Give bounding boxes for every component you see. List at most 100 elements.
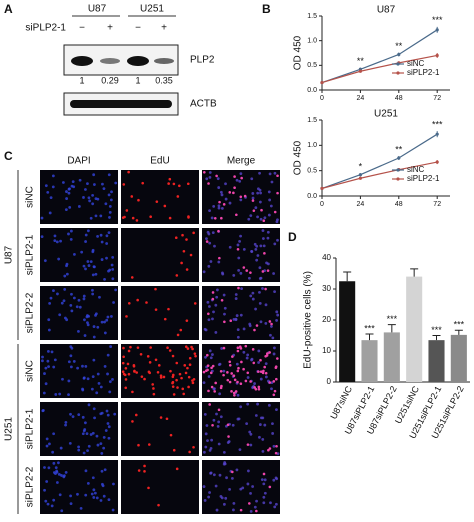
edu-cell <box>223 320 226 324</box>
edu-cell <box>249 380 252 383</box>
nucleus <box>111 267 115 271</box>
edu-cell <box>178 184 181 188</box>
nucleus <box>206 300 210 304</box>
edu-cell <box>276 174 279 178</box>
nucleus <box>84 267 87 271</box>
edu-cell <box>154 308 158 311</box>
nucleus <box>264 303 268 307</box>
y-tick-label: 0.0 <box>307 193 317 200</box>
nucleus <box>239 405 243 409</box>
error-bar <box>410 268 419 277</box>
nucleus <box>97 382 101 385</box>
edu-cell <box>267 448 270 452</box>
nucleus <box>65 318 69 322</box>
nucleus <box>67 360 71 364</box>
nucleus <box>235 178 239 182</box>
nucleus <box>84 233 88 237</box>
micrograph <box>40 170 118 224</box>
edu-cell <box>145 301 148 304</box>
legend-label: siPLP2-1 <box>407 174 440 183</box>
nucleus <box>276 238 279 242</box>
legend-label: siPLP2-1 <box>407 68 440 77</box>
nucleus <box>253 382 256 385</box>
x-tick-label: 0 <box>320 201 324 208</box>
nucleus <box>68 205 72 209</box>
nucleus <box>259 416 263 420</box>
edu-cell <box>206 364 210 367</box>
nucleus <box>87 403 91 407</box>
nucleus <box>110 315 113 318</box>
y-tick-label: 1.0 <box>307 142 317 149</box>
nucleus <box>212 418 216 422</box>
nucleus <box>204 355 207 359</box>
nucleus <box>69 303 73 307</box>
nucleus <box>107 173 111 177</box>
significance: *** <box>364 323 375 333</box>
nucleus <box>268 198 272 202</box>
edu-cell <box>207 182 210 185</box>
point <box>397 156 401 160</box>
nucleus <box>236 335 240 339</box>
nucleus <box>50 350 54 354</box>
nucleus <box>46 350 50 353</box>
nucleus <box>217 204 221 208</box>
error-bar <box>365 333 374 341</box>
nucleus <box>63 274 67 278</box>
nucleus <box>114 181 118 185</box>
nucleus <box>224 197 228 201</box>
edu-cell <box>155 200 159 203</box>
nucleus <box>89 433 93 436</box>
nucleus <box>258 435 261 439</box>
nucleus <box>267 213 271 217</box>
nucleus <box>106 413 110 417</box>
nucleus <box>102 494 106 498</box>
nucleus <box>47 328 51 332</box>
edu-cell <box>130 276 134 279</box>
nucleus <box>215 295 219 299</box>
edu-cell <box>208 403 211 406</box>
nucleus <box>47 466 51 470</box>
nucleus <box>275 408 278 412</box>
nucleus <box>219 190 223 194</box>
edu-cell <box>210 366 213 370</box>
nucleus <box>95 496 99 500</box>
nucleus <box>60 474 63 477</box>
nucleus <box>212 310 215 314</box>
edu-cell <box>263 252 266 255</box>
edu-cell <box>264 371 268 375</box>
edu-cell <box>228 363 232 367</box>
nucleus <box>254 414 258 417</box>
nucleus <box>91 288 94 292</box>
edu-cell <box>246 443 250 446</box>
point <box>435 53 439 58</box>
edu-cell <box>239 508 243 512</box>
nucleus <box>253 242 257 246</box>
y-tick-label: 10 <box>322 346 331 355</box>
edu-cell <box>184 345 188 349</box>
nucleus <box>249 510 253 513</box>
nucleus <box>255 258 259 262</box>
edu-cell <box>121 361 125 365</box>
edu-cell <box>135 219 139 222</box>
cell-line: U87 <box>88 4 107 15</box>
edu-cell <box>185 268 189 271</box>
edu-cell <box>211 291 215 294</box>
nucleus <box>211 317 214 321</box>
nucleus <box>71 415 75 419</box>
nucleus <box>203 413 207 416</box>
nucleus <box>258 266 262 270</box>
nucleus <box>93 416 96 420</box>
edu-cell <box>257 387 261 391</box>
micrograph <box>40 228 118 282</box>
edu-cell <box>123 373 127 377</box>
edu-cell <box>127 302 131 305</box>
edu-cell <box>207 389 210 393</box>
edu-cell <box>210 385 214 389</box>
edu-cell <box>227 435 230 438</box>
nucleus <box>49 196 53 200</box>
blot-band <box>70 100 172 108</box>
nucleus <box>226 441 230 444</box>
nucleus <box>250 358 253 362</box>
nucleus <box>92 173 96 177</box>
edu-cell <box>174 236 178 240</box>
